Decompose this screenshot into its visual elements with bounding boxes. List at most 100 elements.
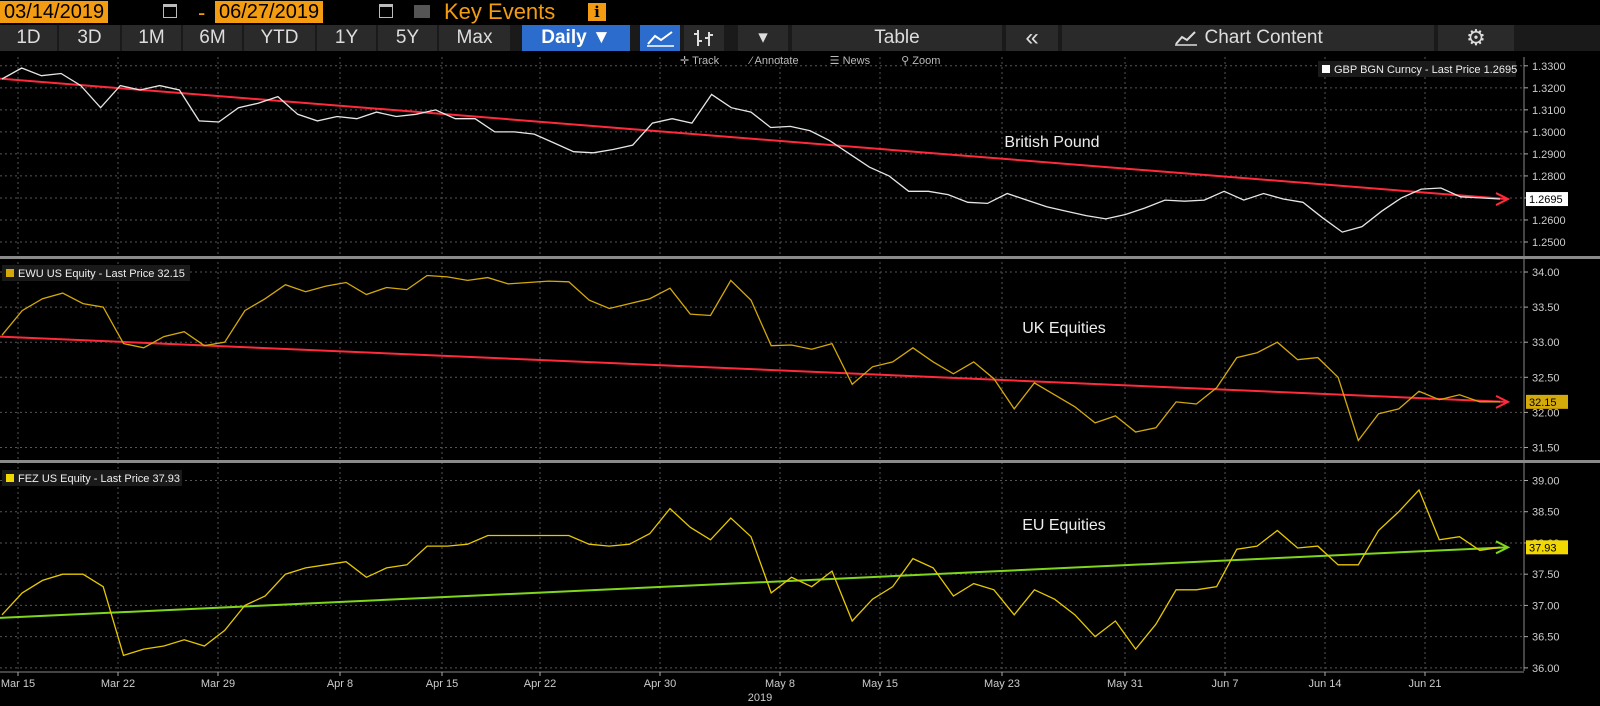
range-5y-button[interactable]: 5Y <box>378 25 437 51</box>
y-tick-label: 1.3200 <box>1532 83 1566 95</box>
x-tick-label: May 23 <box>984 678 1020 690</box>
toolbar: 1D 3D 1M 6M YTD 1Y 5Y Max Daily ▼ ▾ Tabl… <box>0 25 1600 51</box>
series-line <box>1 488 1501 657</box>
chart-content-button[interactable]: Chart Content <box>1062 25 1434 51</box>
trend-arrow-icon <box>1495 540 1511 555</box>
x-tick-label: May 15 <box>862 678 898 690</box>
key-events-checkbox[interactable] <box>414 5 430 18</box>
zoom-label: Zoom <box>912 55 941 67</box>
range-1d-button[interactable]: 1D <box>0 25 57 51</box>
panel-divider <box>0 460 1600 463</box>
y-tick-label: 39.00 <box>1532 475 1560 487</box>
range-max-button[interactable]: Max <box>439 25 510 51</box>
news-label: News <box>842 55 871 67</box>
legend-swatch <box>6 474 14 482</box>
chart-annotation: EU Equities <box>1022 517 1106 534</box>
chart-annotation: British Pound <box>1004 134 1099 151</box>
chart-subtools: ✛ Track ⁄ Annotate ☰ News ⚲ Zoom <box>680 54 968 67</box>
date-separator: - <box>198 0 206 25</box>
ohlc-bar-icon <box>694 30 713 46</box>
x-tick-label: Apr 8 <box>327 678 353 690</box>
y-tick-label: 1.3100 <box>1532 105 1566 117</box>
x-tick-label: May 31 <box>1107 678 1143 690</box>
chart-annotation: UK Equities <box>1022 320 1106 337</box>
range-6m-button[interactable]: 6M <box>183 25 242 51</box>
x-tick-label: Apr 22 <box>524 678 556 690</box>
y-tick-label: 38.50 <box>1532 507 1560 519</box>
y-tick-label: 32.50 <box>1532 372 1560 384</box>
x-axis-year: 2019 <box>748 692 772 704</box>
x-tick-label: Apr 15 <box>426 678 458 690</box>
chart-area[interactable]: 1.33001.32001.31001.30001.29001.28001.27… <box>0 52 1600 706</box>
legend-swatch <box>1322 65 1330 73</box>
line-chart-button[interactable] <box>640 25 680 51</box>
news-tool[interactable]: ☰ News <box>829 55 871 67</box>
last-price-badge <box>1526 394 1568 409</box>
last-price-label: 32.15 <box>1529 397 1557 409</box>
y-tick-label: 37.50 <box>1532 569 1560 581</box>
legend-box <box>2 470 182 486</box>
annotate-label: Annotate <box>754 55 799 67</box>
annotate-tool[interactable]: ⁄ Annotate <box>750 55 799 67</box>
legend-box <box>2 265 190 281</box>
x-tick-label: Jun 14 <box>1308 678 1341 690</box>
range-ytd-button[interactable]: YTD <box>244 25 315 51</box>
y-tick-label: 33.50 <box>1532 302 1560 314</box>
y-tick-label: 36.50 <box>1532 632 1560 644</box>
trend-line <box>0 77 1507 201</box>
y-tick-label: 31.50 <box>1532 442 1560 454</box>
calendar-icon[interactable] <box>379 4 393 18</box>
x-tick-label: Jun 21 <box>1408 678 1441 690</box>
zoom-tool[interactable]: ⚲ Zoom <box>901 55 941 67</box>
y-tick-label: 1.3000 <box>1532 127 1566 139</box>
x-tick-label: Mar 22 <box>101 678 135 690</box>
gear-icon: ⚙ <box>1466 25 1486 50</box>
collapse-button[interactable]: « <box>1006 25 1058 51</box>
y-tick-label: 33.00 <box>1532 337 1560 349</box>
legend-label: FEZ US Equity - Last Price 37.93 <box>18 473 180 485</box>
track-tool[interactable]: ✛ Track <box>680 55 720 67</box>
area-chart-icon <box>1173 27 1204 48</box>
range-1y-button[interactable]: 1Y <box>317 25 376 51</box>
legend-box <box>1318 61 1516 77</box>
y-tick-label: 36.00 <box>1532 663 1560 675</box>
last-price-label: 37.93 <box>1529 542 1557 554</box>
table-button[interactable]: Table <box>792 25 1002 51</box>
y-tick-label: 1.2800 <box>1532 171 1566 183</box>
chart-content-label: Chart Content <box>1204 27 1323 48</box>
header-bar: 03/14/2019 - 06/27/2019 Key Events i <box>0 0 1600 25</box>
y-tick-label: 1.3300 <box>1532 61 1566 73</box>
range-1m-button[interactable]: 1M <box>122 25 181 51</box>
x-tick-label: Mar 15 <box>1 678 35 690</box>
series-line <box>1 67 1501 233</box>
end-date-field[interactable]: 06/27/2019 <box>215 1 324 23</box>
range-3d-button[interactable]: 3D <box>59 25 120 51</box>
info-icon[interactable]: i <box>588 3 606 21</box>
x-tick-label: Jun 7 <box>1212 678 1239 690</box>
key-events-label: Key Events <box>444 0 556 24</box>
settings-button[interactable]: ⚙ <box>1438 25 1514 51</box>
y-tick-label: 1.2900 <box>1532 149 1566 161</box>
trend-arrow-icon <box>1495 394 1511 409</box>
panel-divider <box>0 256 1600 259</box>
legend-label: EWU US Equity - Last Price 32.15 <box>18 268 185 280</box>
chart-type-dropdown[interactable]: ▾ <box>738 25 788 51</box>
calendar-icon[interactable] <box>163 4 177 18</box>
track-label: Track <box>692 55 720 67</box>
x-tick-label: May 8 <box>765 678 795 690</box>
y-tick-label: 32.00 <box>1532 407 1560 419</box>
legend-label: GBP BGN Curncy - Last Price 1.2695 <box>1334 64 1517 76</box>
last-price-badge <box>1526 540 1568 555</box>
y-tick-label: 1.2600 <box>1532 215 1566 227</box>
start-date-field[interactable]: 03/14/2019 <box>0 1 109 23</box>
series-line <box>1 274 1500 442</box>
line-chart-icon <box>647 31 674 47</box>
y-tick-label: 1.2500 <box>1532 237 1566 249</box>
legend-swatch <box>6 269 14 277</box>
last-price-badge <box>1526 192 1568 207</box>
frequency-dropdown[interactable]: Daily ▼ <box>522 25 630 51</box>
x-tick-label: Apr 30 <box>644 678 676 690</box>
last-price-label: 1.2695 <box>1529 194 1563 206</box>
bar-chart-button[interactable] <box>684 25 724 51</box>
x-tick-label: Mar 29 <box>201 678 235 690</box>
